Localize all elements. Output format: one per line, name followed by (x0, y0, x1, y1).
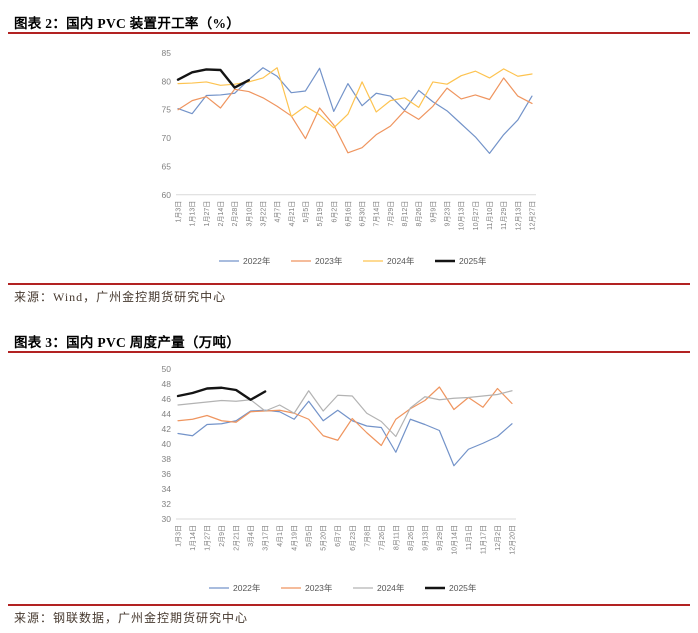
figure3-bottom-rule (8, 604, 690, 606)
legend-label-2025年: 2025年 (449, 583, 477, 593)
x-tick-label: 12月13日 (514, 201, 522, 231)
x-tick-label: 6月23日 (349, 525, 357, 551)
x-tick-label: 1月3日 (175, 201, 183, 223)
x-tick-label: 11月1日 (465, 525, 473, 550)
figure2-source: 来源：Wind，广州金控期货研究中心 (14, 290, 227, 304)
legend-label-2025年: 2025年 (459, 256, 487, 266)
x-tick-label: 2月21日 (233, 525, 241, 551)
x-tick-label: 9月13日 (421, 525, 429, 551)
x-tick-label: 7月8日 (363, 525, 371, 547)
x-tick-label: 4月19日 (291, 525, 299, 551)
x-tick-label: 2月28日 (231, 201, 239, 227)
x-tick-label: 7月26日 (378, 525, 386, 551)
x-tick-label: 3月17日 (262, 525, 270, 551)
x-tick-label: 6月7日 (334, 525, 342, 547)
pvc-weekly-output-chart: 30 32 34 36 38 40 42 44 46 48 50 1月3日 1月14日 1月27日 2月9日… (162, 364, 517, 593)
y-tick-label: 65 (162, 161, 172, 171)
y-tick-label: 38 (162, 454, 172, 464)
x-tick-label: 11月17日 (479, 525, 487, 554)
y-tick-label: 32 (162, 499, 172, 509)
series-line-2024年 (177, 67, 533, 129)
x-tick-label: 11月29日 (500, 201, 508, 230)
x-tick-label: 9月23日 (444, 201, 452, 227)
x-tick-label: 12月20日 (509, 525, 517, 555)
x-tick-label: 4月21日 (288, 201, 296, 227)
series-line-2025年 (176, 386, 267, 401)
x-tick-label: 5月19日 (316, 201, 324, 227)
y-tick-label: 44 (162, 409, 172, 419)
x-tick-label: 8月26日 (407, 525, 415, 551)
pvc-operating-rate-chart: 60 65 70 75 80 85 1月3日 1月13日 1月27日 2月14日 2月28日 3月10… (162, 48, 537, 266)
x-tick-label: 7月29日 (387, 201, 395, 227)
x-tick-label: 1月13日 (189, 201, 197, 227)
y-tick-label: 34 (162, 484, 172, 494)
x-tick-label: 3月10日 (245, 201, 253, 227)
legend-label-2022年: 2022年 (243, 256, 271, 266)
y-tick-label: 85 (162, 48, 172, 58)
x-tick-label: 10月13日 (458, 201, 466, 231)
y-tick-label: 75 (162, 105, 172, 115)
legend-label-2024年: 2024年 (387, 256, 415, 266)
x-tick-label: 5月5日 (305, 525, 313, 547)
y-tick-label: 42 (162, 424, 172, 434)
y-tick-label: 80 (162, 76, 172, 86)
figure2-title: 图表 2：国内 PVC 装置开工率（%） (14, 16, 241, 31)
x-tick-label: 9月29日 (436, 525, 444, 551)
y-tick-label: 30 (162, 514, 172, 524)
x-tick-label: 1月27日 (204, 525, 212, 551)
x-tick-label: 6月16日 (344, 201, 352, 227)
series-line-2023年 (177, 77, 533, 154)
x-tick-label: 11月10日 (486, 201, 494, 230)
y-tick-label: 40 (162, 439, 172, 449)
x-tick-label: 9月9日 (429, 201, 437, 223)
x-tick-label: 12月27日 (529, 201, 537, 231)
x-tick-label: 4月1日 (276, 525, 284, 547)
x-tick-label: 8月11日 (392, 525, 400, 550)
x-tick-label: 10月27日 (472, 201, 480, 231)
figure2-bottom-rule (8, 283, 690, 285)
x-tick-label: 6月2日 (330, 201, 338, 223)
figure2-title-rule (8, 32, 690, 34)
x-tick-label: 5月5日 (302, 201, 310, 223)
figure3-title-rule (8, 351, 690, 353)
x-tick-label: 3月22日 (259, 201, 267, 227)
x-tick-label: 12月2日 (494, 525, 502, 551)
y-tick-label: 48 (162, 379, 172, 389)
x-tick-label: 5月20日 (320, 525, 328, 551)
legend-label-2023年: 2023年 (305, 583, 333, 593)
series-line-2023年 (177, 386, 513, 447)
x-tick-label: 2月9日 (218, 525, 226, 547)
x-tick-label: 8月12日 (401, 201, 409, 227)
figure3-title: 图表 3：国内 PVC 周度产量（万吨） (14, 335, 241, 350)
x-tick-label: 1月14日 (189, 525, 197, 551)
y-tick-label: 46 (162, 394, 172, 404)
x-tick-label: 2月14日 (217, 201, 225, 227)
x-tick-label: 6月30日 (359, 201, 367, 227)
x-tick-label: 1月3日 (175, 525, 183, 547)
series-line-2022年 (177, 67, 533, 154)
y-tick-label: 60 (162, 190, 172, 200)
x-tick-label: 1月27日 (203, 201, 211, 227)
x-tick-label: 7月14日 (373, 201, 381, 227)
series-line-2022年 (177, 400, 513, 467)
series-line-2025年 (176, 68, 251, 89)
legend-label-2022年: 2022年 (233, 583, 261, 593)
y-tick-label: 50 (162, 364, 172, 374)
x-tick-label: 3月4日 (247, 525, 255, 547)
figure3-source: 来源：钢联数据，广州金控期货研究中心 (14, 611, 249, 625)
legend-label-2023年: 2023年 (315, 256, 343, 266)
x-tick-label: 4月7日 (274, 201, 282, 223)
series-line-2024年 (177, 390, 513, 438)
x-tick-label: 10月14日 (450, 525, 458, 555)
legend-label-2024年: 2024年 (377, 583, 405, 593)
x-tick-label: 8月26日 (415, 201, 423, 227)
y-tick-label: 70 (162, 133, 172, 143)
y-tick-label: 36 (162, 469, 172, 479)
